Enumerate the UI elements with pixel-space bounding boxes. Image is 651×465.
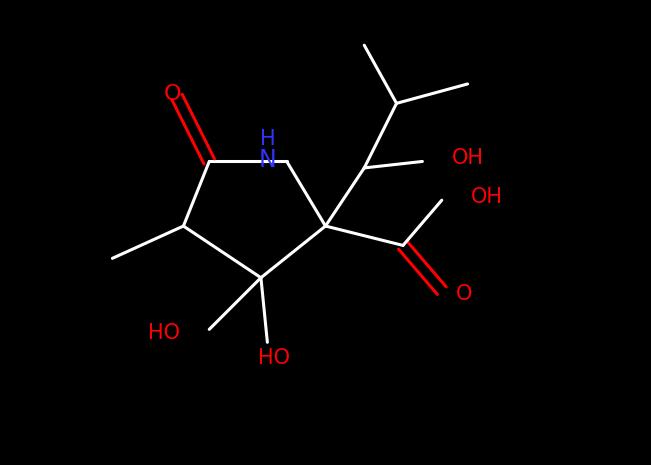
Text: H: H xyxy=(260,129,275,149)
Text: HO: HO xyxy=(148,323,180,343)
Text: O: O xyxy=(163,84,181,104)
Text: OH: OH xyxy=(471,187,503,207)
Text: O: O xyxy=(456,284,473,304)
Text: N: N xyxy=(258,148,276,172)
Text: HO: HO xyxy=(258,348,290,368)
Text: OH: OH xyxy=(451,148,484,168)
